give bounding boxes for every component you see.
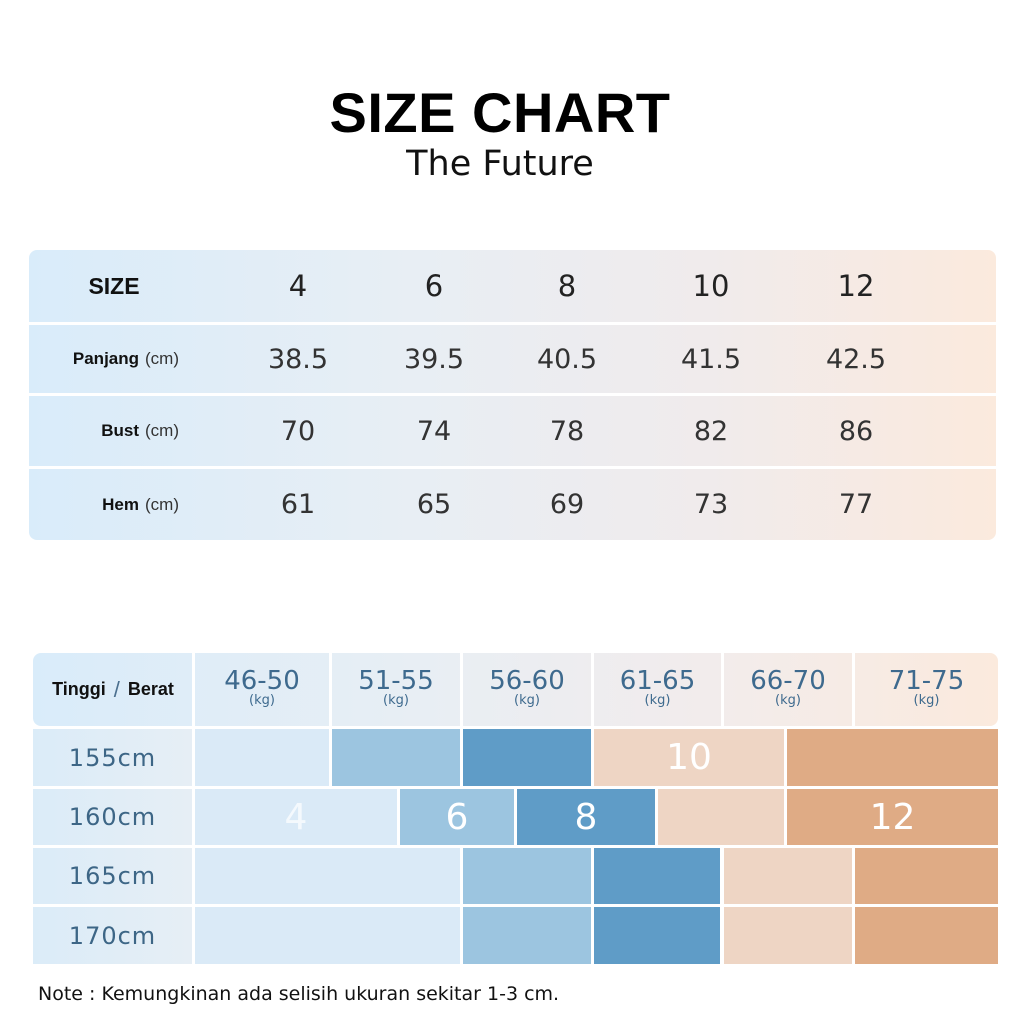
weight-unit: (kg) [913,693,940,708]
size-6-block [332,729,460,786]
value-cell: 78 [549,415,585,447]
row-divider [29,393,996,396]
size-label: 10 [666,737,712,778]
weight-header: 71-75 (kg) [855,653,998,726]
weight-range: 51-55 [358,666,434,696]
corner-label: Tinggi / Berat [33,653,193,726]
value-cell: 73 [693,489,729,520]
weight-header: 46-50 (kg) [195,653,329,726]
size-header: 4 [288,269,308,303]
row-divider [29,322,996,325]
weight-unit: (kg) [644,693,671,708]
value-cell: 42.5 [825,343,887,375]
value-cell: 77 [838,489,874,520]
height-label: 170cm [33,907,192,964]
row-unit: (cm) [145,421,179,440]
size-12-block [855,848,998,904]
row-label-text: Panjang [72,349,140,368]
size-label: 12 [869,796,916,838]
value-cell: 38.5 [267,343,329,375]
size-8-block: 8 [517,789,655,845]
size-4-block: 4 [195,789,397,845]
weight-header: 61-65 (kg) [594,653,721,726]
column-divider [329,653,332,726]
size-header: 6 [424,269,444,303]
column-divider [852,653,855,726]
weight-unit: (kg) [514,693,540,708]
column-divider [591,653,594,726]
value-cell: 86 [838,415,874,447]
size-4-block [195,848,460,904]
size-10-block [724,848,852,904]
slash-separator: / [113,676,120,702]
size-8-block [594,848,720,904]
page-title: SIZE CHART [329,81,671,144]
size-label: 8 [574,796,598,838]
row-divider [29,466,996,469]
weight-unit: (kg) [775,693,801,708]
weight-range: 71-75 [888,666,965,696]
weight-unit: (kg) [383,693,409,708]
size-12-block [855,907,998,964]
value-cell: 70 [280,415,316,447]
page-subtitle: The Future [406,144,594,184]
weight-range: 66-70 [750,666,826,696]
column-divider [460,653,463,726]
size-header: 8 [557,269,577,303]
row-label-text: Bust [101,421,140,440]
size-10-block: 10 [594,729,784,786]
weight-range: 56-60 [489,666,565,696]
size-header: 10 [692,269,730,303]
column-divider [721,653,724,726]
row-unit: (cm) [145,494,179,514]
value-cell: 69 [549,489,585,520]
size-label: 6 [445,796,469,838]
size-10-block [724,907,852,964]
weight-range: 46-50 [224,666,300,696]
row-label-hem: Hem (cm) [29,469,179,540]
measurement-table: SIZE 4 6 8 10 12 Panjang (cm) 38.5 39.5 4… [29,250,996,540]
height-label: 160cm [33,789,192,845]
size-header-label: SIZE [88,272,140,299]
row-label-text: Hem [102,494,140,514]
weight-range: 61-65 [619,666,696,696]
size-6-block [463,907,591,964]
height-label: 165cm [33,848,192,904]
column-divider [192,653,195,726]
row-label-panjang: Panjang (cm) [29,325,179,393]
height-axis-label: Tinggi [52,679,106,699]
weight-header: 51-55 (kg) [332,653,460,726]
fit-guide-header: Tinggi / Berat 46-50 (kg) 51-55 (kg) 56-60 (k… [33,653,998,726]
value-cell: 41.5 [680,343,742,375]
size-6-block [463,848,591,904]
weight-header: 56-60 (kg) [463,653,591,726]
note-text: Note : Kemungkinan ada selisih ukuran se… [38,983,560,1005]
height-label: 155cm [33,729,192,786]
size-12-block: 12 [787,789,998,845]
value-cell: 65 [416,489,452,520]
value-cell: 61 [280,489,316,520]
size-4-block [195,907,460,964]
size-8-block [594,907,720,964]
row-unit: (cm) [145,349,179,368]
size-6-block: 6 [400,789,514,845]
size-label: 4 [284,796,308,838]
size-header: 12 [837,269,875,303]
value-cell: 39.5 [403,343,465,375]
size-12-block [787,729,998,786]
weight-unit: (kg) [249,693,275,708]
row-label-bust: Bust (cm) [29,396,179,466]
value-cell: 82 [693,415,729,447]
size-10-block [658,789,784,845]
weight-header: 66-70 (kg) [724,653,852,726]
value-cell: 74 [416,415,452,447]
size-4-block [195,729,329,786]
value-cell: 40.5 [536,343,598,375]
size-8-block [463,729,591,786]
weight-axis-label: Berat [127,679,174,699]
